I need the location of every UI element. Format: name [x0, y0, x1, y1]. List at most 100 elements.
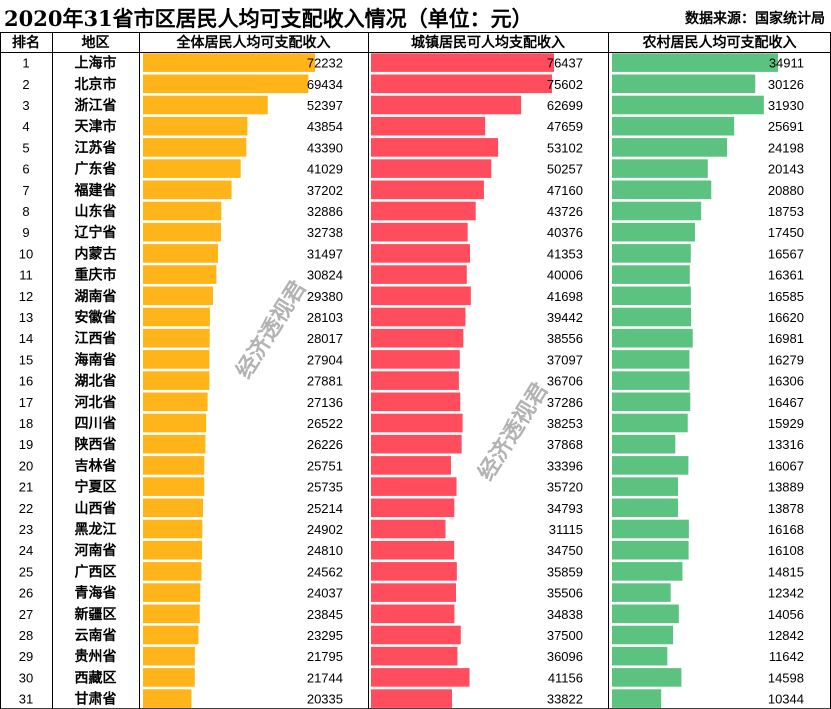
rank-label: 27	[19, 607, 33, 622]
bar-overall	[143, 74, 309, 94]
value-label-rural: 31930	[768, 98, 804, 113]
bar-overall	[143, 456, 205, 475]
value-label-overall: 23845	[307, 607, 343, 622]
value-label-urban: 36096	[547, 649, 583, 664]
rank-label: 20	[19, 458, 33, 473]
bar-overall	[143, 138, 247, 157]
bar-urban	[371, 434, 462, 454]
value-label-overall: 20335	[307, 692, 343, 707]
region-label: 新疆区	[75, 606, 117, 623]
rank-label: 18	[19, 416, 33, 431]
bar-urban	[371, 95, 522, 115]
bar-overall	[143, 540, 203, 560]
value-label-urban: 35720	[547, 480, 583, 495]
bar-overall	[143, 350, 210, 369]
rank-label: 4	[22, 119, 29, 134]
value-label-overall: 27904	[307, 352, 343, 367]
bar-urban	[371, 159, 492, 178]
rank-label: 11	[19, 268, 33, 283]
bar-rural	[612, 138, 728, 157]
region-label: 北京市	[75, 76, 117, 93]
bar-overall	[143, 434, 206, 454]
rank-label: 24	[19, 543, 33, 558]
value-label-overall: 43390	[307, 140, 343, 155]
region-label: 福建省	[74, 182, 117, 199]
value-label-rural: 13316	[768, 437, 804, 452]
value-label-urban: 35859	[547, 564, 583, 579]
region-label: 河南省	[75, 542, 117, 559]
value-label-rural: 16981	[768, 331, 804, 346]
bar-overall	[143, 519, 203, 539]
rank-label: 15	[19, 352, 33, 367]
value-label-overall: 27881	[307, 374, 343, 389]
bar-rural	[612, 53, 778, 72]
value-label-urban: 41156	[548, 670, 583, 685]
value-label-urban: 43726	[547, 204, 583, 219]
bar-overall	[143, 668, 195, 687]
value-label-rural: 16567	[768, 246, 804, 261]
bar-rural	[612, 159, 708, 178]
bar-rural	[612, 625, 674, 645]
value-label-urban: 75602	[547, 77, 583, 92]
region-label: 甘肃省	[75, 691, 117, 708]
value-label-urban: 33822	[547, 692, 583, 707]
value-label-urban: 41698	[547, 289, 583, 304]
value-label-urban: 37097	[547, 352, 583, 367]
value-label-rural: 14598	[768, 670, 804, 685]
region-label: 陕西省	[75, 436, 117, 453]
bar-overall	[143, 562, 202, 581]
bar-urban	[371, 138, 499, 157]
value-label-rural: 14815	[768, 564, 804, 579]
bar-rural	[612, 689, 662, 708]
value-label-rural: 12842	[768, 628, 804, 643]
bar-urban	[371, 222, 468, 242]
header-overall: 全体居民人均可支配收入	[176, 34, 331, 51]
value-label-urban: 53102	[547, 140, 583, 155]
bar-overall	[143, 413, 207, 433]
title-row: 2020年31省市区居民人均可支配收入情况（单位：元） 数据来源：国家统计局	[0, 0, 831, 32]
value-label-rural: 16467	[768, 395, 804, 410]
bar-rural	[612, 519, 689, 539]
bar-rural	[612, 74, 756, 94]
rank-label: 8	[22, 204, 29, 219]
chart-title: 2020年31省市区居民人均可支配收入情况（单位：元）	[4, 6, 533, 31]
value-label-overall: 43854	[307, 119, 343, 134]
value-label-overall: 28103	[307, 310, 343, 325]
region-label: 湖北省	[75, 373, 117, 390]
bar-rural	[612, 413, 688, 433]
bar-rural	[612, 434, 676, 454]
region-label: 内蒙古	[75, 245, 117, 262]
bar-rural	[612, 244, 691, 263]
value-label-urban: 47659	[547, 119, 583, 134]
bar-rural	[612, 180, 712, 200]
bar-overall	[143, 646, 195, 666]
bar-rural	[612, 646, 668, 666]
value-label-overall: 24562	[307, 564, 343, 579]
rank-label: 9	[22, 225, 29, 240]
bar-rural	[612, 286, 691, 306]
value-label-overall: 25751	[307, 458, 343, 473]
bar-urban	[371, 668, 470, 687]
value-label-urban: 62699	[547, 98, 583, 113]
value-label-overall: 30824	[307, 268, 343, 283]
region-label: 广西区	[75, 563, 117, 580]
rank-label: 2	[22, 77, 29, 92]
value-label-rural: 18753	[768, 204, 804, 219]
value-label-urban: 38253	[547, 416, 583, 431]
value-label-overall: 24037	[307, 586, 343, 601]
value-label-rural: 12342	[768, 586, 804, 601]
value-label-rural: 16067	[768, 458, 804, 473]
bar-rural	[612, 604, 679, 624]
value-label-overall: 27136	[307, 395, 343, 410]
region-label: 江苏省	[75, 139, 117, 156]
region-label: 贵州省	[75, 648, 117, 665]
bar-rural	[612, 392, 691, 412]
bar-overall	[143, 265, 217, 284]
region-label: 黑龙江	[75, 521, 117, 538]
bar-overall	[143, 116, 248, 136]
bar-overall	[143, 307, 210, 327]
header-rural: 农村居民人均可支配收入	[642, 34, 797, 51]
bar-urban	[371, 328, 464, 348]
value-label-overall: 24810	[307, 543, 343, 558]
bar-rural	[612, 562, 683, 581]
